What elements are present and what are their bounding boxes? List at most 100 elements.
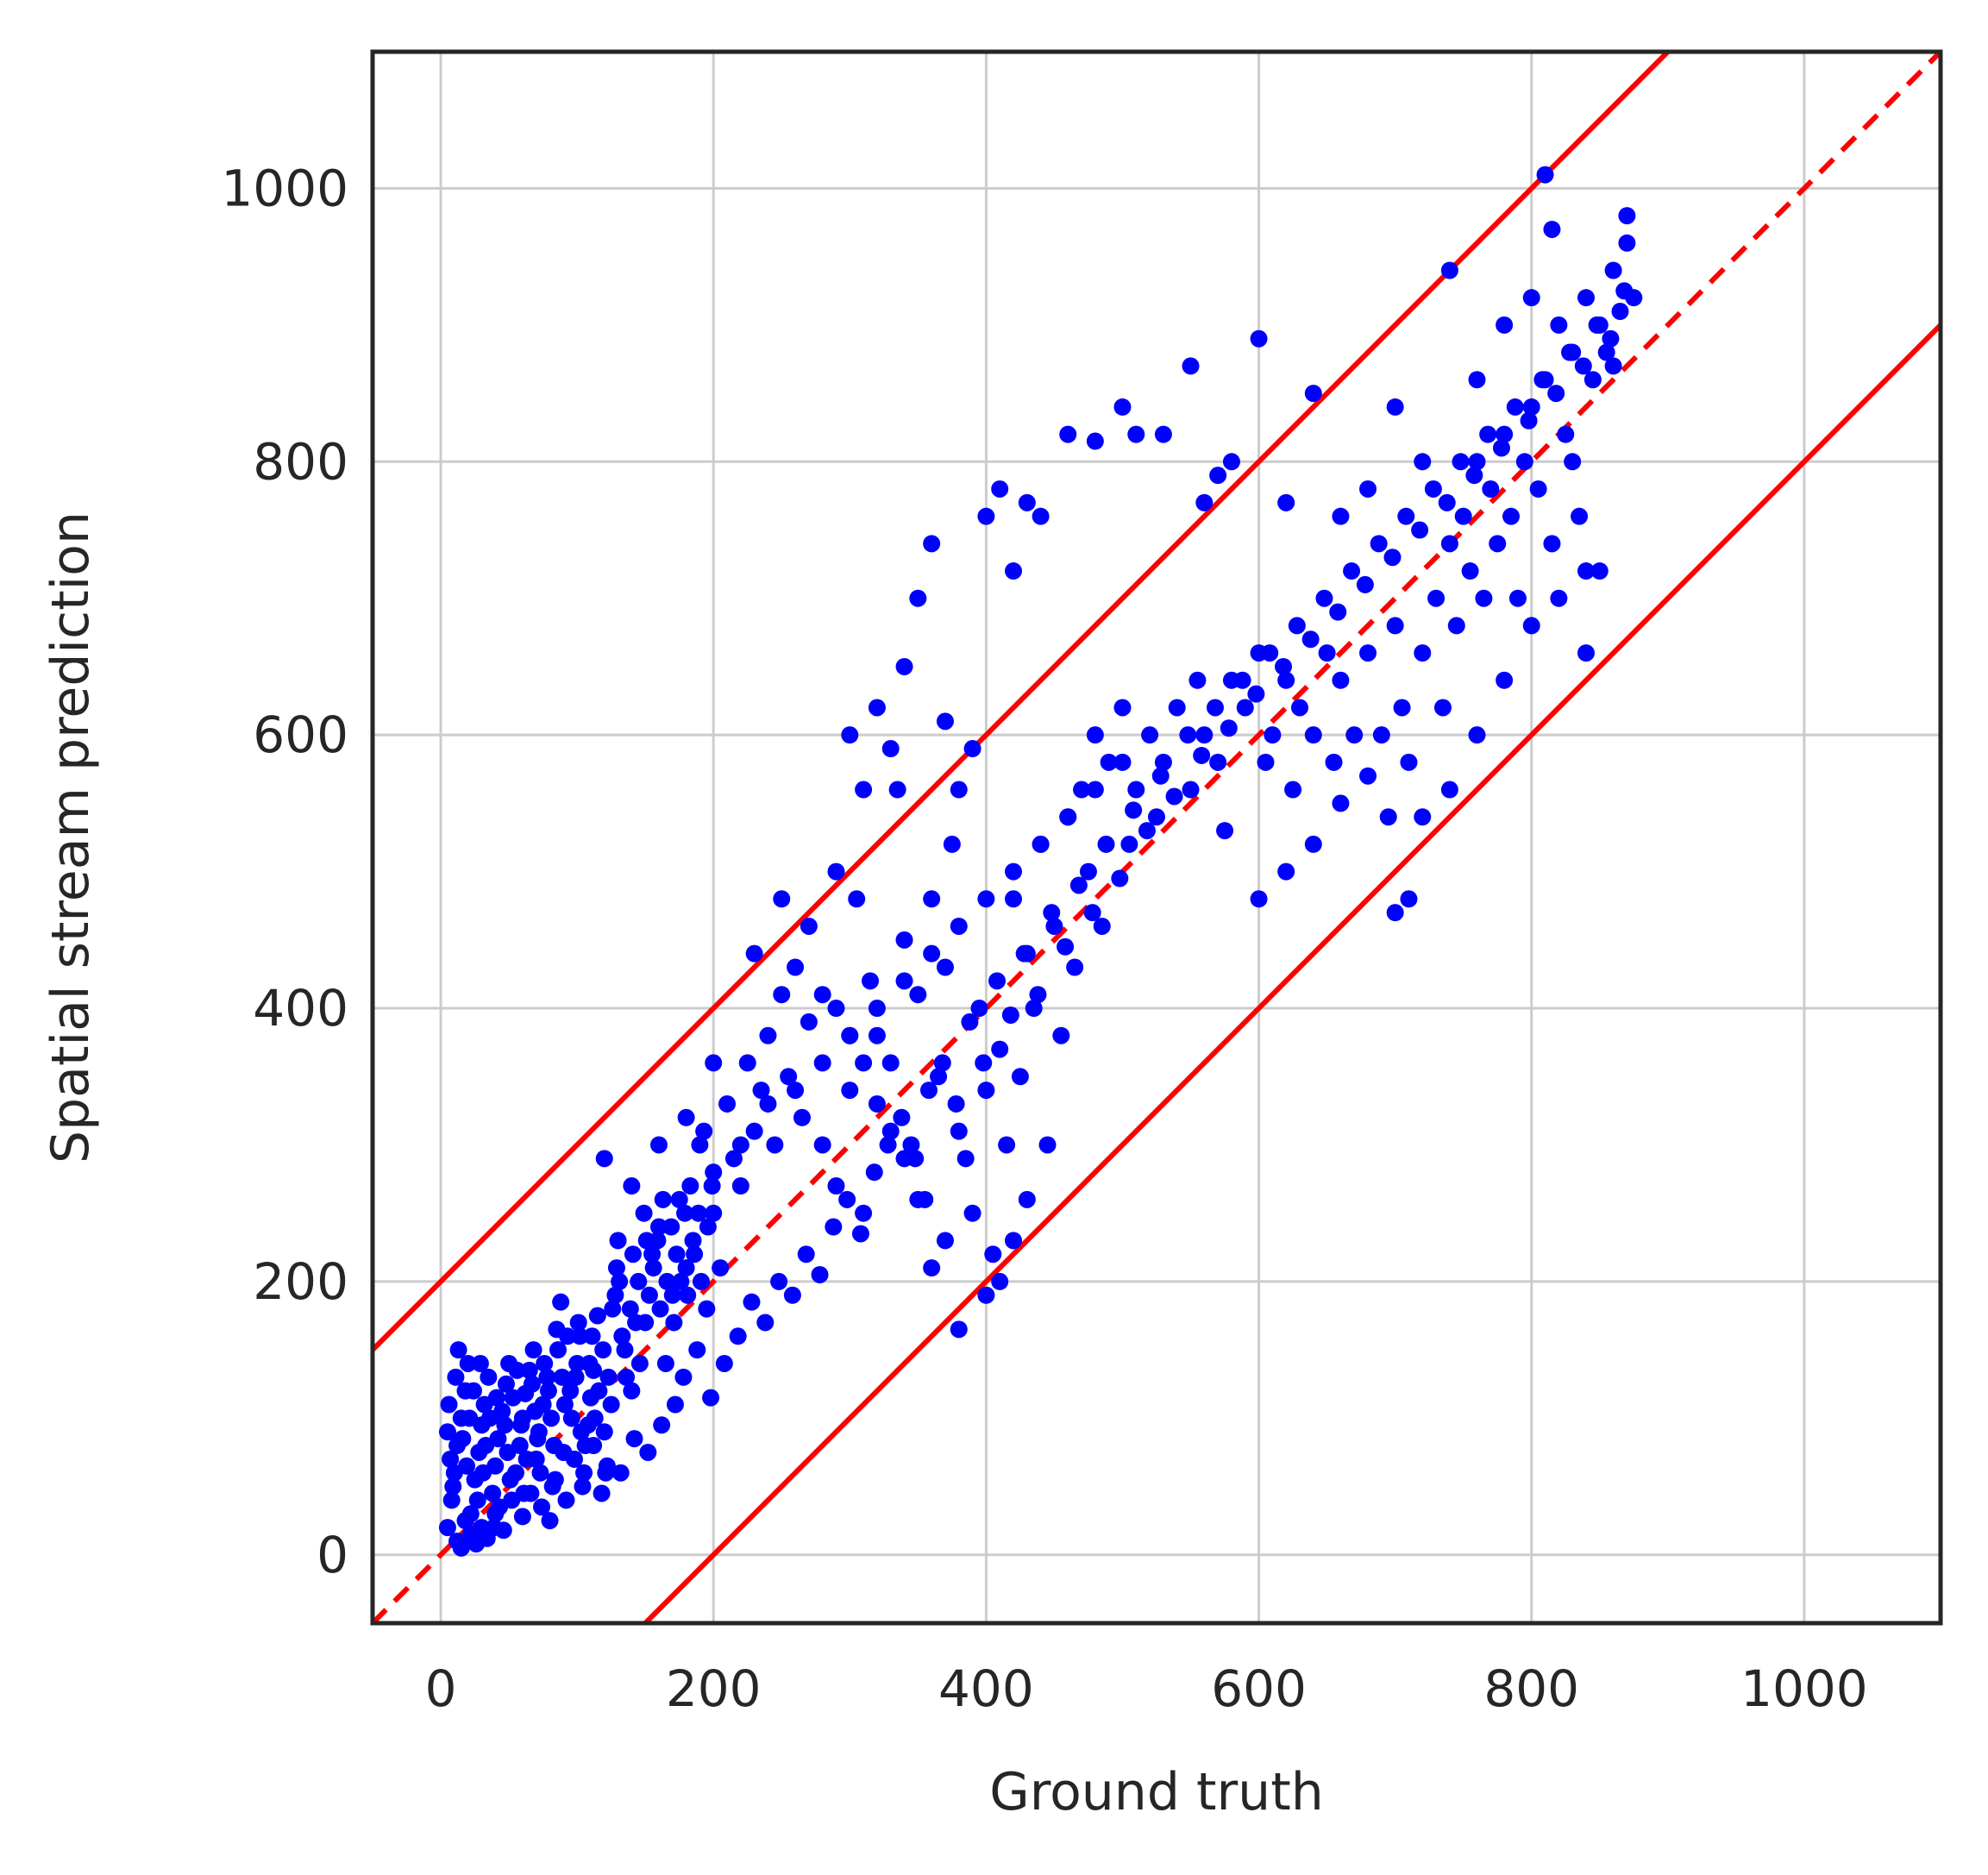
data-point [442,1450,460,1468]
data-point [1005,862,1023,881]
data-point [1277,493,1295,511]
data-point [623,1177,641,1195]
data-point [1059,808,1077,826]
data-point [452,1539,470,1557]
data-point [1057,938,1075,956]
data-point [695,1122,713,1140]
data-point [588,1307,606,1325]
data-point [797,1245,815,1264]
data-point [526,1402,544,1420]
data-point [557,1491,575,1509]
data-point [485,1519,503,1537]
data-point [688,1341,706,1359]
data-point [881,740,900,758]
data-point [1424,480,1442,498]
data-point [1468,726,1486,744]
data-point [745,944,763,963]
data-point [1440,261,1458,279]
data-point [756,1314,775,1332]
data-point [895,657,913,675]
data-point [909,986,927,1004]
data-point [1550,316,1568,334]
data-point [923,944,941,963]
data-point [531,1464,549,1482]
data-point [855,781,873,799]
data-point [679,1286,697,1304]
data-point [536,1354,554,1372]
data-point [515,1484,533,1502]
data-point [984,1245,1002,1264]
data-point [936,958,954,976]
data-point [1414,453,1432,471]
data-point [597,1464,615,1482]
data-point [698,1300,716,1318]
data-point [562,1409,580,1427]
data-point [1015,944,1033,963]
data-point [1113,753,1132,771]
data-point [923,535,941,553]
data-point [471,1354,489,1372]
data-point [1093,917,1111,935]
data-point [677,1108,695,1126]
data-point [1222,453,1240,471]
data-point [1508,589,1527,607]
data-point [1182,357,1200,375]
data-point [1604,261,1622,279]
data-point [1318,644,1336,662]
data-point [461,1409,479,1427]
data-point [1127,781,1145,799]
data-point [567,1368,585,1386]
data-point [1332,507,1350,525]
data-point [484,1484,502,1502]
data-point [1438,493,1456,511]
data-point [1120,835,1138,853]
y-tick-label: 200 [253,1252,348,1311]
plot-background [373,52,1941,1623]
data-point [1496,425,1514,443]
data-point [1264,726,1282,744]
data-point [787,1082,805,1100]
data-point [674,1368,693,1386]
data-point [643,1245,662,1264]
data-point [1332,794,1350,812]
data-point [561,1382,580,1400]
data-point [855,1204,873,1222]
data-point [1400,890,1418,908]
data-point [909,589,927,607]
data-point [444,1477,462,1496]
data-point [1536,166,1554,184]
data-point [440,1395,458,1414]
data-point [865,1163,883,1182]
data-point [977,890,995,908]
data-point [936,712,954,731]
data-point [649,1232,667,1250]
data-point [773,890,791,908]
data-point [1250,329,1268,348]
data-point [1447,617,1465,635]
data-point [474,1464,492,1482]
data-point [718,1094,737,1113]
data-point [923,890,941,908]
data-point [825,1218,843,1236]
data-point [813,1054,831,1072]
data-point [1168,699,1186,717]
data-point [963,1204,981,1222]
data-point [1571,507,1589,525]
data-point [1151,767,1170,785]
y-tick-label: 600 [253,705,348,764]
data-point [635,1204,653,1222]
data-point [468,1491,486,1509]
data-point [950,917,968,935]
data-point [1069,876,1088,894]
data-point [477,1437,495,1455]
data-point [539,1382,557,1400]
data-point [1502,507,1521,525]
data-point [813,986,831,1004]
data-point [499,1443,517,1461]
data-point [624,1245,642,1264]
data-point [1496,316,1514,334]
data-point [811,1265,829,1283]
data-point [1005,1232,1023,1250]
data-point [743,1293,761,1311]
data-point [705,1204,723,1222]
